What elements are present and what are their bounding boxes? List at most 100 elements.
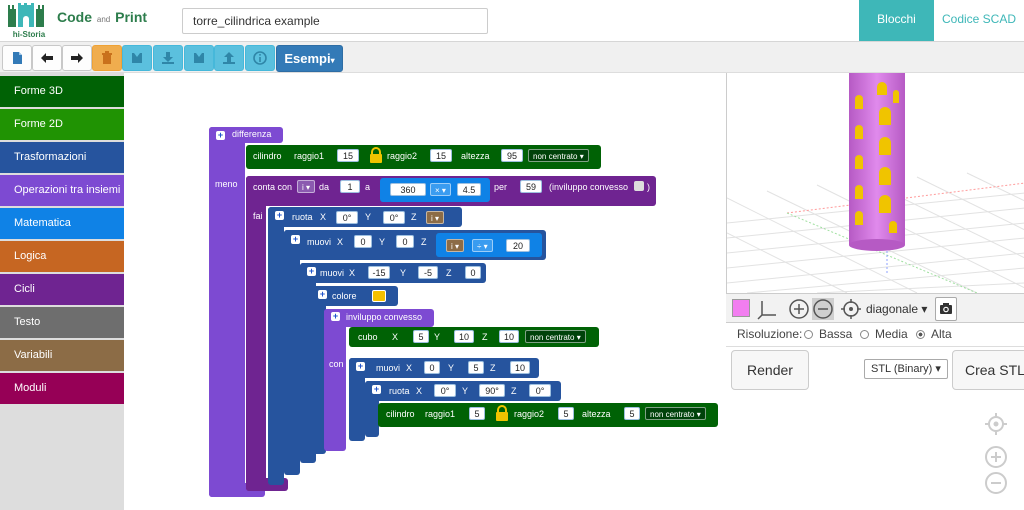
to-field-b[interactable]: 4.5 bbox=[457, 183, 481, 196]
info-button[interactable] bbox=[245, 45, 275, 71]
rotate-block[interactable] bbox=[268, 207, 462, 227]
operator-dropdown[interactable]: × ▾ bbox=[430, 183, 451, 196]
examples-dropdown[interactable]: Esempi▾ bbox=[276, 45, 343, 72]
rotate-plus-icon[interactable]: + bbox=[275, 210, 284, 220]
recenter-icon[interactable] bbox=[984, 412, 1008, 436]
hull-block[interactable] bbox=[324, 309, 434, 327]
undo-button[interactable] bbox=[32, 45, 62, 71]
move2-plus-icon[interactable]: + bbox=[307, 266, 316, 276]
resolution-low-radio[interactable] bbox=[804, 330, 813, 339]
lock-icon[interactable] bbox=[495, 405, 509, 421]
cube-z-field[interactable]: 10 bbox=[499, 330, 519, 343]
move1-y-field[interactable]: 0 bbox=[396, 235, 414, 248]
rotate2-y-field[interactable]: 90° bbox=[479, 384, 505, 397]
project-name-input[interactable]: torre_cilindrica example bbox=[182, 8, 488, 34]
model-color-swatch[interactable] bbox=[732, 299, 750, 317]
category-forme-3d[interactable]: Forme 3D bbox=[0, 76, 124, 107]
resolution-mid-radio[interactable] bbox=[860, 330, 869, 339]
3d-viewer[interactable] bbox=[726, 73, 1024, 293]
zoom-in-icon[interactable] bbox=[788, 298, 810, 320]
category-moduli[interactable]: Moduli bbox=[0, 373, 124, 404]
export-format-select[interactable]: STL (Binary) ▾ bbox=[864, 359, 948, 379]
cylinder2-h-label: altezza bbox=[582, 409, 611, 419]
move3-plus-icon[interactable]: + bbox=[356, 361, 365, 371]
divide-operator-dropdown[interactable]: ÷ ▾ bbox=[472, 239, 493, 252]
rotate-block-2[interactable] bbox=[365, 381, 561, 401]
create-stl-button[interactable]: Crea STL bbox=[952, 350, 1024, 390]
rotate2-plus-icon[interactable]: + bbox=[372, 384, 381, 394]
color-plus-icon[interactable]: + bbox=[318, 289, 327, 299]
move1-z-var-value: i bbox=[451, 242, 453, 251]
move-block-3[interactable] bbox=[349, 358, 539, 378]
move2-z-field[interactable]: 0 bbox=[465, 266, 481, 279]
move1-z-variable[interactable]: i ▾ bbox=[446, 239, 465, 252]
move2-y-field[interactable]: -5 bbox=[418, 266, 438, 279]
3d-scene[interactable] bbox=[727, 73, 1024, 293]
step-field[interactable]: 59 bbox=[520, 180, 542, 193]
category-cicli[interactable]: Cicli bbox=[0, 274, 124, 305]
category-testo[interactable]: Testo bbox=[0, 307, 124, 338]
category-operazioni-insiemi[interactable]: Operazioni tra insiemi bbox=[0, 175, 124, 206]
camera-icon bbox=[940, 303, 952, 314]
category-matematica[interactable]: Matematica bbox=[0, 208, 124, 239]
rotate-z-variable[interactable]: i ▾ bbox=[426, 211, 445, 224]
zoom-out-icon[interactable] bbox=[812, 298, 834, 320]
tab-scad-code[interactable]: Codice SCAD bbox=[941, 12, 1017, 26]
operator-value: × bbox=[435, 186, 440, 195]
mutator-plus-icon[interactable]: + bbox=[216, 130, 225, 140]
radius1-field[interactable]: 15 bbox=[337, 149, 359, 162]
to-field-a[interactable]: 360 bbox=[390, 183, 426, 196]
move-block-2[interactable] bbox=[300, 263, 486, 283]
from-field[interactable]: 1 bbox=[340, 180, 360, 193]
rotate-y-field[interactable]: 0° bbox=[383, 211, 405, 224]
cylinder2-r2-field[interactable]: 5 bbox=[558, 407, 574, 420]
upload-button[interactable] bbox=[214, 45, 244, 71]
hull-plus-icon[interactable]: + bbox=[331, 311, 340, 321]
category-logica[interactable]: Logica bbox=[0, 241, 124, 272]
rotate2-z-field[interactable]: 0° bbox=[529, 384, 551, 397]
new-file-button[interactable] bbox=[2, 45, 32, 71]
cylinder2-center-dropdown[interactable]: non centrato ▾ bbox=[645, 407, 706, 420]
move1-x-field[interactable]: 0 bbox=[354, 235, 372, 248]
rotate-x-field[interactable]: 0° bbox=[336, 211, 358, 224]
download-button[interactable] bbox=[153, 45, 183, 71]
lock-icon[interactable] bbox=[369, 147, 383, 163]
render-button[interactable]: Render bbox=[731, 350, 809, 390]
delete-button[interactable] bbox=[92, 45, 122, 71]
move1-plus-icon[interactable]: + bbox=[291, 234, 300, 244]
axes-icon[interactable] bbox=[756, 297, 780, 321]
loop-variable-dropdown[interactable]: i ▾ bbox=[297, 180, 316, 193]
cylinder2-label: cilindro bbox=[386, 409, 415, 419]
save-button[interactable] bbox=[122, 45, 152, 71]
view-dropdown[interactable]: diagonale ▾ bbox=[866, 302, 928, 316]
category-forme-2d[interactable]: Forme 2D bbox=[0, 109, 124, 140]
category-trasformazioni[interactable]: Trasformazioni bbox=[0, 142, 124, 173]
move3-z-field[interactable]: 10 bbox=[510, 361, 530, 374]
new-file-icon bbox=[13, 52, 22, 64]
screenshot-button[interactable] bbox=[935, 297, 957, 321]
move2-x-field[interactable]: -15 bbox=[368, 266, 390, 279]
resolution-high-radio[interactable] bbox=[916, 330, 925, 339]
category-variabili[interactable]: Variabili bbox=[0, 340, 124, 371]
cube-y-field[interactable]: 10 bbox=[454, 330, 474, 343]
rotate2-x-field[interactable]: 0° bbox=[434, 384, 456, 397]
center-dropdown[interactable]: non centrato ▾ bbox=[528, 149, 589, 162]
radius2-field[interactable]: 15 bbox=[430, 149, 452, 162]
color-swatch[interactable] bbox=[372, 290, 386, 302]
save-as-button[interactable] bbox=[184, 45, 214, 71]
redo-button[interactable] bbox=[62, 45, 92, 71]
cylinder2-h-field[interactable]: 5 bbox=[624, 407, 640, 420]
hull-checkbox[interactable] bbox=[634, 181, 644, 191]
cylinder2-r1-field[interactable]: 5 bbox=[469, 407, 485, 420]
move3-x-field[interactable]: 0 bbox=[424, 361, 440, 374]
move1-z-number[interactable]: 20 bbox=[506, 239, 530, 252]
cube-x-field[interactable]: 5 bbox=[413, 330, 429, 343]
cube-center-dropdown[interactable]: non centrato ▾ bbox=[525, 330, 586, 343]
zoom-in-icon[interactable] bbox=[984, 445, 1008, 469]
target-icon[interactable] bbox=[840, 298, 862, 320]
tab-blocks[interactable]: Blocchi bbox=[859, 0, 934, 41]
redo-icon bbox=[71, 53, 83, 63]
zoom-out-icon[interactable] bbox=[984, 471, 1008, 495]
move3-y-field[interactable]: 5 bbox=[468, 361, 484, 374]
height-field[interactable]: 95 bbox=[501, 149, 523, 162]
